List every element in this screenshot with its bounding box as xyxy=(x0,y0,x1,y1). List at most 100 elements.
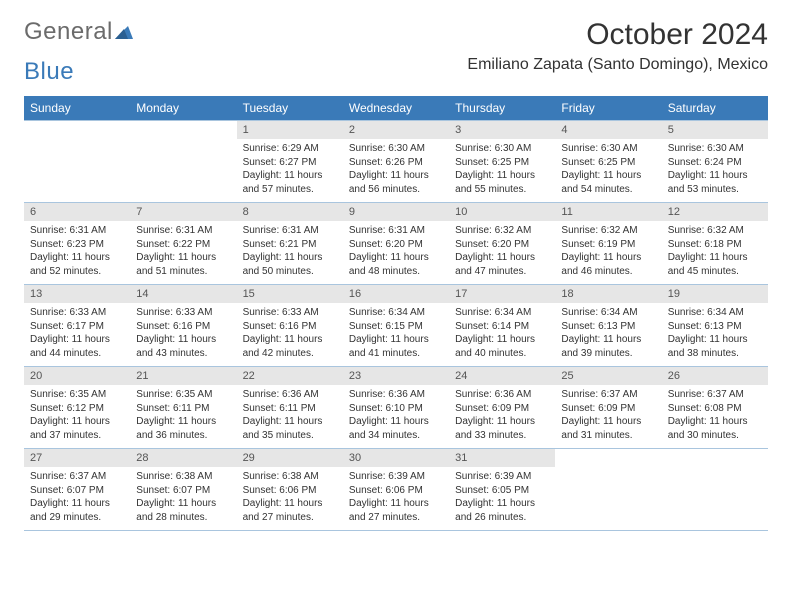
day-cell xyxy=(662,449,768,530)
day-number: 7 xyxy=(130,203,236,221)
day-cell: 25Sunrise: 6:37 AMSunset: 6:09 PMDayligh… xyxy=(555,367,661,448)
day-number: 3 xyxy=(449,121,555,139)
daylight-text: Daylight: 11 hours and 39 minutes. xyxy=(561,333,655,360)
sunrise-text: Sunrise: 6:35 AM xyxy=(30,388,124,402)
day-header: Monday xyxy=(130,96,236,120)
sunset-text: Sunset: 6:16 PM xyxy=(243,320,337,334)
day-number: 1 xyxy=(237,121,343,139)
day-body: Sunrise: 6:30 AMSunset: 6:25 PMDaylight:… xyxy=(449,139,555,202)
daylight-text: Daylight: 11 hours and 47 minutes. xyxy=(455,251,549,278)
day-cell: 20Sunrise: 6:35 AMSunset: 6:12 PMDayligh… xyxy=(24,367,130,448)
month-title: October 2024 xyxy=(467,18,768,52)
daylight-text: Daylight: 11 hours and 55 minutes. xyxy=(455,169,549,196)
day-body: Sunrise: 6:30 AMSunset: 6:24 PMDaylight:… xyxy=(662,139,768,202)
sunrise-text: Sunrise: 6:31 AM xyxy=(349,224,443,238)
sunrise-text: Sunrise: 6:34 AM xyxy=(561,306,655,320)
sunset-text: Sunset: 6:20 PM xyxy=(349,238,443,252)
day-cell: 22Sunrise: 6:36 AMSunset: 6:11 PMDayligh… xyxy=(237,367,343,448)
day-number: 22 xyxy=(237,367,343,385)
day-number: 27 xyxy=(24,449,130,467)
sunset-text: Sunset: 6:26 PM xyxy=(349,156,443,170)
daylight-text: Daylight: 11 hours and 53 minutes. xyxy=(668,169,762,196)
day-number xyxy=(24,121,130,127)
sunrise-text: Sunrise: 6:30 AM xyxy=(668,142,762,156)
title-block: October 2024 Emiliano Zapata (Santo Domi… xyxy=(467,18,768,74)
day-header: Friday xyxy=(555,96,661,120)
sunrise-text: Sunrise: 6:36 AM xyxy=(455,388,549,402)
week-row: 6Sunrise: 6:31 AMSunset: 6:23 PMDaylight… xyxy=(24,202,768,284)
day-number: 21 xyxy=(130,367,236,385)
sunrise-text: Sunrise: 6:34 AM xyxy=(349,306,443,320)
day-number: 31 xyxy=(449,449,555,467)
day-cell: 13Sunrise: 6:33 AMSunset: 6:17 PMDayligh… xyxy=(24,285,130,366)
sunset-text: Sunset: 6:06 PM xyxy=(243,484,337,498)
day-header: Thursday xyxy=(449,96,555,120)
day-cell: 27Sunrise: 6:37 AMSunset: 6:07 PMDayligh… xyxy=(24,449,130,530)
day-body: Sunrise: 6:33 AMSunset: 6:16 PMDaylight:… xyxy=(130,303,236,366)
day-number: 9 xyxy=(343,203,449,221)
day-body: Sunrise: 6:30 AMSunset: 6:26 PMDaylight:… xyxy=(343,139,449,202)
day-number: 6 xyxy=(24,203,130,221)
sunset-text: Sunset: 6:12 PM xyxy=(30,402,124,416)
day-header: Wednesday xyxy=(343,96,449,120)
day-cell: 7Sunrise: 6:31 AMSunset: 6:22 PMDaylight… xyxy=(130,203,236,284)
day-cell: 24Sunrise: 6:36 AMSunset: 6:09 PMDayligh… xyxy=(449,367,555,448)
day-body: Sunrise: 6:31 AMSunset: 6:21 PMDaylight:… xyxy=(237,221,343,284)
sunset-text: Sunset: 6:15 PM xyxy=(349,320,443,334)
day-cell: 31Sunrise: 6:39 AMSunset: 6:05 PMDayligh… xyxy=(449,449,555,530)
day-cell: 3Sunrise: 6:30 AMSunset: 6:25 PMDaylight… xyxy=(449,121,555,202)
location: Emiliano Zapata (Santo Domingo), Mexico xyxy=(467,56,768,74)
week-row: 27Sunrise: 6:37 AMSunset: 6:07 PMDayligh… xyxy=(24,448,768,530)
daylight-text: Daylight: 11 hours and 28 minutes. xyxy=(136,497,230,524)
sunrise-text: Sunrise: 6:34 AM xyxy=(455,306,549,320)
sunrise-text: Sunrise: 6:32 AM xyxy=(561,224,655,238)
daylight-text: Daylight: 11 hours and 40 minutes. xyxy=(455,333,549,360)
day-body: Sunrise: 6:34 AMSunset: 6:13 PMDaylight:… xyxy=(662,303,768,366)
daylight-text: Daylight: 11 hours and 33 minutes. xyxy=(455,415,549,442)
day-number: 18 xyxy=(555,285,661,303)
day-body: Sunrise: 6:29 AMSunset: 6:27 PMDaylight:… xyxy=(237,139,343,202)
logo-text-2: Blue xyxy=(24,58,74,86)
sunset-text: Sunset: 6:25 PM xyxy=(455,156,549,170)
sunrise-text: Sunrise: 6:31 AM xyxy=(243,224,337,238)
day-cell: 5Sunrise: 6:30 AMSunset: 6:24 PMDaylight… xyxy=(662,121,768,202)
sunset-text: Sunset: 6:06 PM xyxy=(349,484,443,498)
sunrise-text: Sunrise: 6:35 AM xyxy=(136,388,230,402)
day-body: Sunrise: 6:31 AMSunset: 6:23 PMDaylight:… xyxy=(24,221,130,284)
day-header: Sunday xyxy=(24,96,130,120)
day-cell: 23Sunrise: 6:36 AMSunset: 6:10 PMDayligh… xyxy=(343,367,449,448)
sunrise-text: Sunrise: 6:30 AM xyxy=(455,142,549,156)
day-cell: 14Sunrise: 6:33 AMSunset: 6:16 PMDayligh… xyxy=(130,285,236,366)
sunrise-text: Sunrise: 6:30 AM xyxy=(349,142,443,156)
daylight-text: Daylight: 11 hours and 34 minutes. xyxy=(349,415,443,442)
sunset-text: Sunset: 6:20 PM xyxy=(455,238,549,252)
weeks-container: 1Sunrise: 6:29 AMSunset: 6:27 PMDaylight… xyxy=(24,120,768,530)
sunrise-text: Sunrise: 6:32 AM xyxy=(668,224,762,238)
day-number: 11 xyxy=(555,203,661,221)
sunrise-text: Sunrise: 6:31 AM xyxy=(30,224,124,238)
calendar: Sunday Monday Tuesday Wednesday Thursday… xyxy=(24,96,768,531)
daylight-text: Daylight: 11 hours and 36 minutes. xyxy=(136,415,230,442)
sunset-text: Sunset: 6:11 PM xyxy=(136,402,230,416)
sunrise-text: Sunrise: 6:29 AM xyxy=(243,142,337,156)
day-cell: 10Sunrise: 6:32 AMSunset: 6:20 PMDayligh… xyxy=(449,203,555,284)
sunrise-text: Sunrise: 6:33 AM xyxy=(30,306,124,320)
sunrise-text: Sunrise: 6:31 AM xyxy=(136,224,230,238)
day-header: Tuesday xyxy=(237,96,343,120)
day-number: 14 xyxy=(130,285,236,303)
sunrise-text: Sunrise: 6:33 AM xyxy=(243,306,337,320)
day-body: Sunrise: 6:34 AMSunset: 6:13 PMDaylight:… xyxy=(555,303,661,366)
day-body: Sunrise: 6:39 AMSunset: 6:06 PMDaylight:… xyxy=(343,467,449,530)
sunrise-text: Sunrise: 6:39 AM xyxy=(349,470,443,484)
daylight-text: Daylight: 11 hours and 57 minutes. xyxy=(243,169,337,196)
day-cell: 11Sunrise: 6:32 AMSunset: 6:19 PMDayligh… xyxy=(555,203,661,284)
logo: General xyxy=(24,18,134,46)
daylight-text: Daylight: 11 hours and 27 minutes. xyxy=(349,497,443,524)
day-cell: 15Sunrise: 6:33 AMSunset: 6:16 PMDayligh… xyxy=(237,285,343,366)
sunrise-text: Sunrise: 6:30 AM xyxy=(561,142,655,156)
day-cell: 8Sunrise: 6:31 AMSunset: 6:21 PMDaylight… xyxy=(237,203,343,284)
sunrise-text: Sunrise: 6:34 AM xyxy=(668,306,762,320)
day-body: Sunrise: 6:35 AMSunset: 6:11 PMDaylight:… xyxy=(130,385,236,448)
daylight-text: Daylight: 11 hours and 35 minutes. xyxy=(243,415,337,442)
logo-text-1: General xyxy=(24,18,113,46)
